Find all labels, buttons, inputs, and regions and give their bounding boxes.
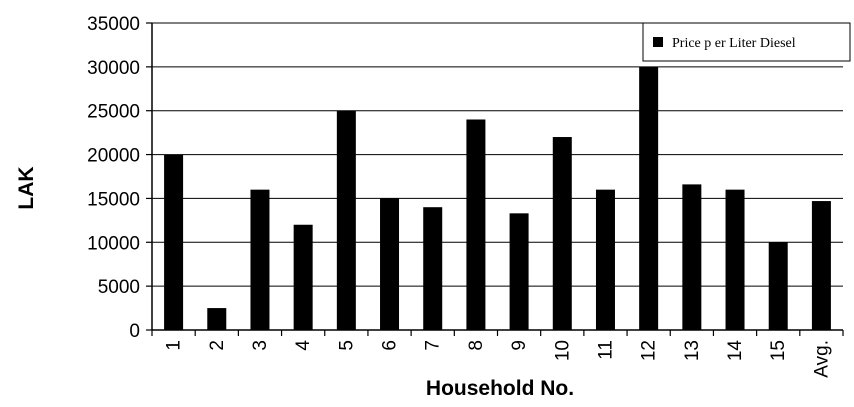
x-tick-label: 15: [768, 340, 789, 361]
x-tick-label: 14: [725, 340, 746, 362]
bar-6: [380, 198, 400, 330]
bar-7: [423, 207, 443, 330]
bar-5: [336, 110, 356, 330]
bars: [164, 66, 831, 330]
bar-1: [164, 154, 184, 330]
x-axis-ticks: 1 2 3 4 5 6 7 8 9 10 11 12 13 14 15 Avg.: [151, 330, 844, 378]
x-axis-title: Household No.: [426, 377, 574, 400]
legend: Price p er Liter Diesel: [642, 22, 851, 62]
x-tick-label: 3: [250, 340, 271, 351]
bar-15: [768, 242, 788, 330]
bar-8: [466, 119, 486, 330]
y-tick-label: 5000: [98, 277, 140, 298]
x-tick-label: 12: [639, 340, 660, 361]
x-tick-label: 11: [595, 340, 616, 360]
bar-avg: [811, 201, 831, 330]
x-tick-label: 8: [466, 340, 487, 351]
bar-14: [725, 189, 745, 330]
bar-13: [682, 184, 702, 330]
bar-2: [207, 308, 227, 330]
x-tick-label: 5: [336, 340, 357, 351]
bar-4: [293, 224, 313, 330]
y-tick-label: 35000: [87, 14, 140, 35]
y-tick-label: 0: [129, 321, 140, 342]
bar-12: [639, 66, 659, 330]
x-tick-label: 7: [423, 340, 444, 351]
x-tick-label: Avg.: [811, 340, 832, 378]
y-tick-label: 10000: [87, 233, 140, 254]
y-axis-ticks: 0 5000 10000 15000 20000 25000 30000 35000: [87, 14, 152, 342]
y-tick-label: 20000: [87, 146, 140, 167]
x-tick-label: 2: [207, 340, 228, 351]
x-tick-label: 10: [552, 340, 573, 361]
legend-box: [642, 22, 851, 62]
bar-3: [250, 189, 270, 330]
y-tick-label: 25000: [87, 102, 140, 123]
y-tick-label: 30000: [87, 58, 140, 79]
x-tick-label: 9: [509, 340, 530, 351]
x-tick-label: 4: [293, 340, 314, 351]
bar-10: [552, 137, 572, 330]
legend-swatch: [653, 37, 663, 47]
y-tick-label: 15000: [87, 189, 140, 210]
y-axis-title: LAK: [15, 166, 38, 209]
bar-11: [595, 189, 615, 330]
x-tick-label: 1: [164, 340, 185, 351]
bar-9: [509, 213, 529, 330]
x-tick-label: 13: [682, 340, 703, 361]
legend-label: Price p er Liter Diesel: [672, 36, 796, 51]
x-tick-label: 6: [380, 340, 401, 351]
